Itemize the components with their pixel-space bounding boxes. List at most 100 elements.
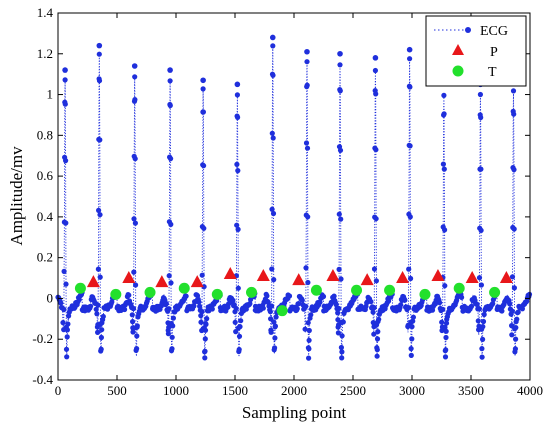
ecg-point: [238, 318, 244, 324]
ecg-point: [373, 91, 379, 97]
ecg-point: [268, 329, 274, 335]
ecg-point: [170, 315, 176, 321]
y-tick-label: 0.8: [37, 127, 53, 142]
ecg-point: [339, 333, 345, 339]
p-wave-marker: [190, 275, 204, 288]
p-wave-marker: [360, 273, 374, 286]
legend-t-circle-icon: [452, 65, 464, 77]
ecg-point: [509, 308, 515, 314]
ecg-point: [509, 274, 516, 280]
axes: 0 500 1000 1500 2000 2500 3000 3500 4000 -0.4 -0.2…: [32, 5, 543, 398]
ecg-point: [269, 266, 275, 272]
ecg-point: [479, 354, 485, 360]
ecg-point: [441, 111, 447, 117]
ecg-point: [331, 293, 337, 299]
ecg-point: [63, 158, 69, 164]
ecg-r-peak-point: [234, 81, 241, 88]
ecg-point: [132, 220, 138, 226]
x-tick-label: 1500: [222, 383, 248, 398]
ecg-point: [198, 313, 204, 319]
legend-box: [425, 15, 527, 87]
ecg-point: [65, 321, 71, 327]
ecg-point: [202, 355, 208, 361]
ecg-point: [480, 336, 486, 342]
ecg-point: [199, 309, 205, 315]
ecg-point: [308, 312, 314, 318]
ecg-point: [306, 337, 312, 343]
ecg-point: [514, 316, 520, 322]
y-tick-label: -0.4: [32, 372, 53, 387]
p-wave-marker: [326, 269, 340, 282]
ecg-point: [130, 329, 136, 335]
ecg-point: [303, 140, 310, 146]
ecg-point: [410, 314, 416, 320]
y-tick-label: 0.6: [37, 168, 54, 183]
ecg-point: [474, 301, 480, 307]
ecg-point: [230, 297, 236, 303]
ecg-point: [234, 222, 240, 228]
ecg-point: [270, 43, 276, 49]
ecg-point: [480, 324, 486, 330]
plot-series: [55, 34, 533, 361]
ecg-point: [442, 283, 448, 289]
ecg-point: [386, 298, 392, 304]
ecg-point: [197, 303, 203, 309]
ecg-point: [407, 84, 413, 90]
ecg-point: [234, 92, 240, 98]
ecg-point: [170, 323, 176, 329]
ecg-point: [236, 333, 243, 339]
ecg-point: [96, 51, 102, 57]
ecg-r-peak-point: [337, 50, 343, 57]
ecg-point: [62, 101, 68, 107]
t-wave-marker: [144, 286, 156, 298]
p-wave-marker: [499, 271, 513, 284]
ecg-point: [371, 305, 377, 311]
ecg-point: [270, 210, 277, 217]
ecg-point: [477, 91, 483, 98]
t-wave-marker: [276, 305, 288, 317]
ecg-point: [409, 336, 415, 342]
ecg-point: [437, 300, 443, 306]
ecg-point: [408, 346, 414, 352]
ecg-point: [271, 277, 277, 283]
ecg-point: [374, 347, 380, 353]
ecg-point: [199, 272, 205, 278]
ecg-point: [235, 168, 241, 174]
ecg-point: [63, 281, 69, 287]
ecg-point: [64, 327, 70, 333]
ecg-point: [409, 324, 415, 330]
ecg-point: [374, 336, 381, 342]
y-tick-label: 1.4: [37, 5, 54, 20]
ecg-point: [339, 349, 345, 355]
legend: ECG P T: [425, 15, 527, 87]
ecg-point: [97, 274, 103, 280]
ecg-point: [286, 293, 293, 299]
ecg-point: [202, 327, 209, 333]
ecg-point: [272, 345, 278, 351]
ecg-point: [480, 318, 487, 325]
ecg-point: [511, 111, 517, 117]
ecg-point: [478, 166, 484, 172]
ecg-point: [268, 316, 274, 322]
ecg-point: [201, 163, 207, 169]
ecg-point: [511, 226, 517, 232]
t-wave-marker: [211, 288, 223, 300]
ecg-point: [475, 318, 481, 324]
ecg-point: [235, 226, 241, 232]
t-wave-marker: [351, 284, 363, 296]
ecg-r-peak-point: [372, 55, 379, 61]
ecg-point: [335, 310, 341, 316]
ecg-point: [440, 306, 446, 312]
ecg-point: [513, 325, 519, 331]
ecg-point: [512, 346, 519, 352]
ecg-point: [272, 323, 278, 329]
ecg-point: [336, 211, 342, 217]
ecg-point: [304, 82, 310, 88]
ecg-point: [478, 227, 484, 233]
ecg-point: [99, 327, 105, 333]
x-tick-label: 500: [107, 383, 127, 398]
ecg-point: [442, 324, 448, 330]
ecg-point: [169, 334, 175, 340]
ecg-point: [373, 216, 379, 222]
legend-p-label: P: [490, 45, 498, 60]
